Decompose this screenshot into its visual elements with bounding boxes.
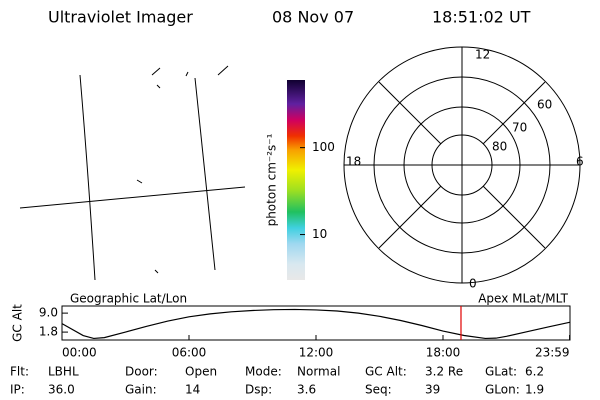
info-value: 6.2 bbox=[525, 365, 544, 379]
date: 08 Nov 07 bbox=[272, 8, 354, 27]
info-value: 1.9 bbox=[525, 383, 544, 397]
info-value: 14 bbox=[185, 383, 200, 397]
time: 18:51:02 UT bbox=[432, 8, 531, 27]
info-value: Normal bbox=[297, 365, 340, 379]
left-label: Geographic Lat/Lon bbox=[70, 292, 187, 306]
y-axis-label: GC Alt bbox=[11, 304, 25, 342]
y-tick-label: 9.0 bbox=[39, 306, 58, 320]
mlt-label: 0 bbox=[469, 277, 477, 291]
x-tick-label: 23:59 bbox=[535, 346, 570, 360]
info-value: Open bbox=[185, 365, 217, 379]
x-tick-label: 18:00 bbox=[426, 346, 461, 360]
info-label: Gain: bbox=[125, 383, 157, 397]
info-value: 3.2 Re bbox=[425, 365, 463, 379]
x-tick-label: 06:00 bbox=[172, 346, 207, 360]
plot-frame bbox=[61, 305, 571, 341]
info-label: Door: bbox=[125, 365, 158, 379]
x-tick-label: 12:00 bbox=[299, 346, 334, 360]
colorbar-tick-label: 10 bbox=[312, 227, 327, 241]
info-value: 3.6 bbox=[297, 383, 316, 397]
lat-label: 80 bbox=[492, 140, 507, 154]
info-label: Flt: bbox=[10, 365, 29, 379]
lat-label: 60 bbox=[537, 98, 552, 112]
info-label: Dsp: bbox=[245, 383, 272, 397]
colorbar bbox=[287, 80, 305, 280]
mlt-label: 18 bbox=[346, 155, 361, 169]
info-value: LBHL bbox=[48, 365, 79, 379]
polar-grid bbox=[343, 46, 581, 284]
title: Ultraviolet Imager bbox=[48, 8, 193, 27]
info-label: GLon: bbox=[485, 383, 520, 397]
x-tick-label: 00:00 bbox=[62, 346, 97, 360]
info-label: GLat: bbox=[485, 365, 517, 379]
info-value: 36.0 bbox=[48, 383, 75, 397]
mlt-label: 6 bbox=[576, 155, 584, 169]
info-label: Mode: bbox=[245, 365, 282, 379]
right-label: Apex MLat/MLT bbox=[478, 292, 568, 306]
info-value: 39 bbox=[425, 383, 440, 397]
colorbar-tick-label: 100 bbox=[312, 140, 335, 154]
image-map bbox=[19, 65, 246, 281]
y-tick-label: 1.8 bbox=[39, 325, 58, 339]
mlt-label: 12 bbox=[475, 48, 490, 62]
info-label: GC Alt: bbox=[365, 365, 407, 379]
info-label: IP: bbox=[10, 383, 25, 397]
altitude-line bbox=[61, 308, 570, 340]
info-label: Seq: bbox=[365, 383, 392, 397]
colorbar-label: photon cm⁻²s⁻¹ bbox=[265, 133, 279, 226]
lat-label: 70 bbox=[512, 121, 527, 135]
